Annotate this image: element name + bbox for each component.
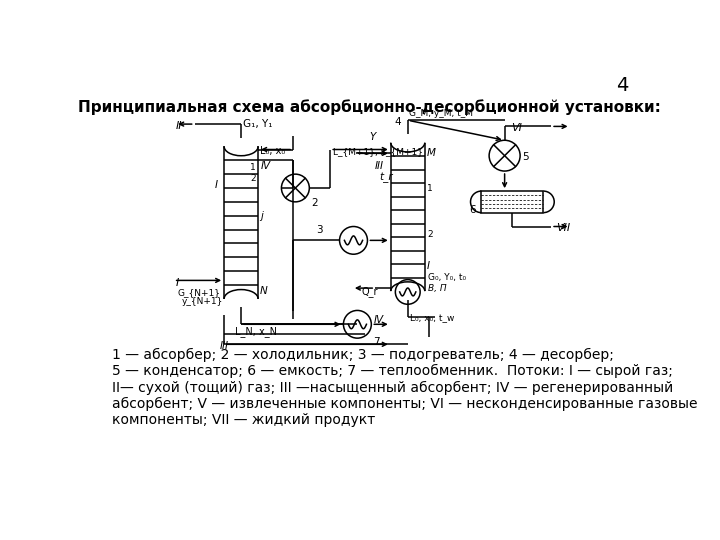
Text: II— сухой (тощий) газ; III —насыщенный абсорбент; IV — регенерированный: II— сухой (тощий) газ; III —насыщенный а… (112, 381, 673, 395)
Text: t_r: t_r (379, 173, 392, 183)
Text: III: III (375, 161, 384, 171)
Text: II: II (175, 121, 181, 131)
Text: I: I (427, 261, 430, 271)
Text: 5 — конденсатор; 6 — емкость; 7 — теплообменник.  Потоки: I — сырой газ;: 5 — конденсатор; 6 — емкость; 7 — теплоо… (112, 364, 672, 379)
Text: L_N, x_N: L_N, x_N (235, 326, 277, 337)
Text: VI: VI (510, 123, 522, 133)
Text: В, П: В, П (428, 284, 446, 293)
Text: L₀, x₀: L₀, x₀ (261, 146, 286, 157)
Text: 2: 2 (427, 231, 433, 239)
Text: III: III (220, 341, 229, 351)
Text: Y: Y (369, 132, 375, 142)
Text: I: I (215, 180, 217, 190)
Text: 2: 2 (251, 174, 256, 183)
Text: VII: VII (556, 224, 570, 233)
Text: G₀, Y₀, t₀: G₀, Y₀, t₀ (428, 273, 466, 282)
Text: 1: 1 (427, 184, 433, 193)
Text: L₀, x₀, t_w: L₀, x₀, t_w (410, 314, 454, 322)
Text: G_{N+1}: G_{N+1} (178, 288, 220, 297)
Text: L_{M+1}, x_{M+1}: L_{M+1}, x_{M+1} (333, 147, 423, 156)
Text: 2: 2 (312, 198, 318, 208)
Text: G₁, Y₁: G₁, Y₁ (243, 119, 272, 130)
Text: 3: 3 (316, 225, 323, 235)
Text: Принципиальная схема абсорбционно-десорбционной установки:: Принципиальная схема абсорбционно-десорб… (78, 99, 660, 115)
Text: 1: 1 (251, 163, 256, 172)
Text: G_M, y_M, t_M: G_M, y_M, t_M (409, 110, 473, 118)
Text: y_{N+1}: y_{N+1} (181, 298, 222, 306)
Text: Q_r: Q_r (361, 286, 378, 296)
Text: 4: 4 (616, 76, 629, 96)
Text: IV: IV (374, 315, 384, 325)
Text: 7: 7 (373, 336, 379, 347)
Text: 1 — абсорбер; 2 — холодильник; 3 — подогреватель; 4 — десорбер;: 1 — абсорбер; 2 — холодильник; 3 — подог… (112, 348, 613, 362)
Text: M: M (427, 148, 436, 158)
Text: j: j (260, 211, 263, 221)
Bar (482, 191, 544, 213)
Text: 6: 6 (469, 205, 477, 215)
Text: 4: 4 (395, 117, 401, 127)
Text: абсорбент; V — извлеченные компоненты; VI — несконденсированные газовые: абсорбент; V — извлеченные компоненты; V… (112, 397, 697, 411)
Text: N: N (260, 286, 267, 296)
Text: 5: 5 (523, 152, 529, 162)
Text: компоненты; VII — жидкий продукт: компоненты; VII — жидкий продукт (112, 413, 375, 427)
Text: I: I (176, 278, 179, 288)
Text: IV: IV (261, 161, 271, 171)
